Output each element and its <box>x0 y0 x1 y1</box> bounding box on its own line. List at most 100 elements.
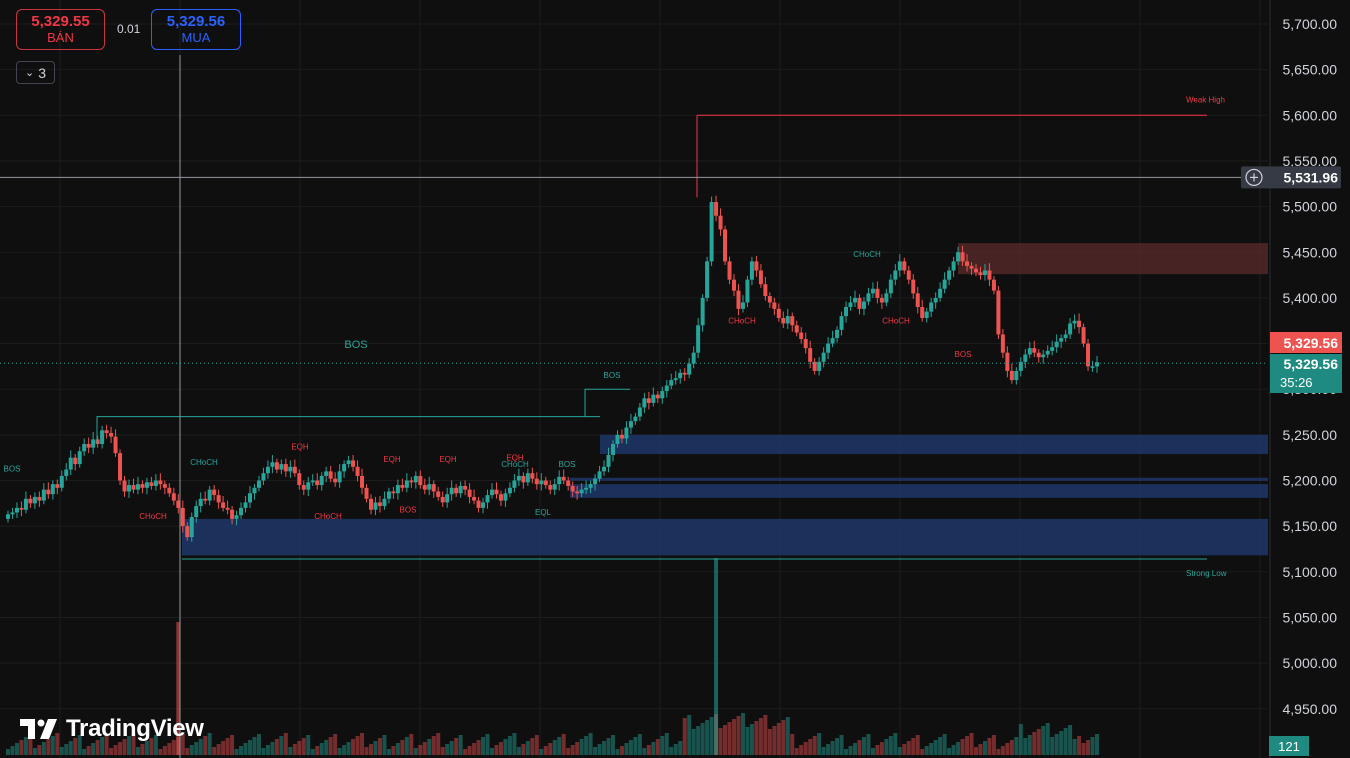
candle-body <box>234 515 239 519</box>
candle-body <box>754 261 759 271</box>
candle-body <box>436 491 441 497</box>
candle-body <box>1059 338 1064 342</box>
logo-text: TradingView <box>66 715 204 742</box>
candle-body <box>956 252 961 262</box>
volume-bar <box>507 736 512 755</box>
volume-bar <box>467 746 472 755</box>
candle-body <box>360 475 365 488</box>
candle-body <box>830 338 835 344</box>
volume-bar <box>328 737 333 755</box>
candle-body <box>611 443 615 455</box>
candle-body <box>718 215 723 230</box>
candle-body <box>651 394 656 403</box>
candle-body <box>808 348 813 362</box>
volume-bar <box>342 745 347 755</box>
volume-bar <box>1005 743 1010 755</box>
candle-body <box>938 288 943 298</box>
buy-button[interactable]: 5,329.56 MUA <box>151 9 241 50</box>
candle-body <box>803 338 808 349</box>
candle-body <box>749 261 754 280</box>
volume-bar <box>364 747 369 755</box>
demand-zone <box>570 477 1268 481</box>
volume-bar <box>476 740 481 755</box>
spread-value: 0.01 <box>117 22 141 36</box>
sell-button[interactable]: 5,329.55 BÁN <box>16 9 105 50</box>
candle-body <box>839 316 844 330</box>
volume-bar <box>570 745 575 755</box>
y-tick-label: 5,200.00 <box>1283 473 1338 489</box>
volume-bar <box>252 737 257 755</box>
volume-bar <box>664 733 669 755</box>
volume-bar <box>256 734 261 755</box>
candle-body <box>153 480 158 486</box>
supply-zone <box>958 243 1268 275</box>
candle-body <box>337 471 342 483</box>
candle-body <box>131 485 136 490</box>
indicator-collapse-button[interactable]: ⌄ 3 <box>16 61 55 84</box>
candle-body <box>812 361 817 371</box>
candle-body <box>906 270 911 280</box>
volume-bar <box>539 749 544 755</box>
volume-bar <box>333 734 338 755</box>
candle-body <box>144 482 149 488</box>
volume-bar <box>171 740 176 755</box>
volume-bar <box>951 745 956 755</box>
volume-bar <box>292 744 297 755</box>
volume-bar <box>212 747 217 755</box>
candle-body <box>6 514 10 519</box>
structure-label: BOS <box>559 460 576 469</box>
volume-bar <box>1036 729 1041 755</box>
volume-bar <box>458 735 463 755</box>
volume-bar <box>602 741 607 755</box>
volume-bar <box>669 747 674 755</box>
volume-bar <box>1009 740 1014 755</box>
candle-body <box>893 270 898 280</box>
candle-body <box>476 500 481 508</box>
volume-bar <box>835 738 840 755</box>
volume-bar <box>454 738 459 755</box>
volume-bar <box>642 748 647 755</box>
candle-body <box>619 434 624 439</box>
volume-bar <box>64 744 69 755</box>
volume-bar <box>301 738 306 755</box>
indicator-count: 3 <box>38 64 46 81</box>
candle-body <box>458 485 463 494</box>
candle-body <box>588 484 593 488</box>
candle-body <box>530 473 535 479</box>
volume-bar <box>969 733 974 755</box>
candle-body <box>633 416 638 422</box>
volume-bar <box>794 748 799 755</box>
candle-body <box>602 466 607 472</box>
candle-body <box>176 500 181 508</box>
candle-body <box>700 297 705 326</box>
candle-body <box>498 494 503 501</box>
candle-body <box>1023 354 1028 362</box>
volume-bar <box>351 739 356 755</box>
volume-bar <box>310 749 315 755</box>
candle-body <box>310 480 315 483</box>
volume-bar <box>732 719 736 755</box>
volume-bar <box>705 720 710 755</box>
structure-label: BOS <box>955 350 972 359</box>
candle-body <box>230 509 235 519</box>
candle-body <box>158 480 163 485</box>
volume-bar <box>552 740 557 755</box>
volume-bar <box>942 734 947 755</box>
volume-bar <box>991 735 996 755</box>
volume-bar <box>140 744 145 755</box>
candle-body <box>14 507 19 513</box>
volume-bar <box>848 746 853 755</box>
candle-body <box>32 496 37 504</box>
candle-body <box>561 476 566 481</box>
volume-bar <box>1023 738 1028 755</box>
candle-body <box>324 471 329 476</box>
candle-body <box>422 485 427 490</box>
volume-bar <box>122 739 127 755</box>
volume-bar <box>906 741 911 755</box>
candle-body <box>1000 334 1005 353</box>
candle-body <box>705 261 710 298</box>
volume-bar <box>651 742 656 755</box>
volume-bar <box>248 740 252 755</box>
candle-body <box>606 454 611 467</box>
